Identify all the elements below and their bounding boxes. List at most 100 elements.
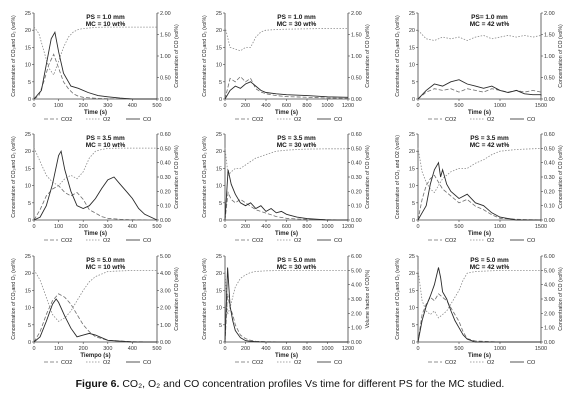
x-tick-label: 600 — [282, 346, 291, 352]
y-tick-label: 20 — [216, 149, 222, 155]
x-tick-label: 500 — [152, 103, 161, 109]
y2-axis-label: Concentration of CO (vol%) — [174, 267, 180, 331]
series-line-co — [417, 79, 542, 100]
y2-tick-label: 5.00 — [160, 254, 171, 260]
y-tick-label: 0 — [412, 97, 415, 103]
y-tick-label: 20 — [25, 28, 31, 34]
y-tick-label: 5 — [28, 201, 31, 207]
y-tick-label: 5 — [219, 323, 222, 329]
series-line-co — [224, 169, 348, 221]
y-tick-label: 15 — [216, 45, 222, 51]
legend-label-o2: O2 — [487, 238, 494, 244]
y2-axis-label: Concentration of CO (vol%) — [558, 267, 564, 331]
y-tick-label: 10 — [25, 184, 31, 190]
y2-tick-label: 0.00 — [351, 340, 362, 346]
x-tick-label: 1000 — [494, 103, 506, 109]
y2-tick-label: 4.00 — [351, 283, 362, 289]
y2-tick-label: 4.00 — [160, 271, 171, 277]
y-tick-label: 15 — [409, 45, 415, 51]
y2-tick-label: 0.50 — [160, 76, 171, 82]
legend-label-co2: CO2 — [445, 360, 456, 366]
y-axis-label: Concentration of CO₂and O₂ (vol%) — [202, 258, 208, 340]
series-line-o2 — [33, 147, 157, 187]
series-line-co2 — [417, 293, 541, 343]
y2-tick-label: 2.00 — [544, 311, 555, 317]
x-tick-label: 400 — [128, 224, 137, 230]
panel-title-mc: MC = 30 wt% — [277, 21, 317, 28]
y2-axis-label: Concentration of CO (vol%) — [558, 24, 564, 88]
chart-panel-5: 0 5 10 15 20 25 0.00 0.10 0.20 0.30 0.40 0.50 0.60 0 2… — [202, 132, 371, 244]
series-line-co — [224, 81, 349, 100]
x-tick-label: 0 — [223, 103, 226, 109]
x-axis-label: Tiempo (s) — [80, 353, 110, 359]
legend-label-co2: CO2 — [61, 238, 72, 244]
y2-tick-label: 0.30 — [160, 175, 171, 181]
y-tick-label: 5 — [412, 201, 415, 207]
legend-label-o2: O2 — [487, 117, 494, 123]
y-tick-label: 25 — [216, 132, 222, 138]
chart-panel-7: 0 5 10 15 20 25 0.00 1.00 2.00 3.00 4.00 5.00 0 100 20… — [11, 254, 180, 366]
panel-title-mc: MC = 42 wt% — [470, 264, 510, 271]
y-tick-label: 25 — [25, 11, 31, 17]
y-tick-label: 15 — [409, 288, 415, 294]
x-tick-label: 500 — [152, 346, 161, 352]
x-tick-label: 1500 — [535, 224, 547, 230]
x-tick-label: 500 — [454, 224, 463, 230]
x-tick-label: 0 — [32, 346, 35, 352]
y2-tick-label: 3.00 — [160, 288, 171, 294]
series-line-o2 — [224, 147, 348, 177]
y2-tick-label: 0.20 — [160, 189, 171, 195]
y-tick-label: 0 — [28, 340, 31, 346]
panel-title-mc: MC = 10 wt% — [86, 142, 126, 149]
y2-tick-label: 0.40 — [160, 161, 171, 167]
chart-panel-3: 0 5 10 15 20 25 0.00 0.50 1.00 1.50 2.00 0 500 1000 15… — [395, 11, 564, 123]
legend-label-co2: CO2 — [252, 117, 263, 123]
x-tick-label: 0 — [223, 224, 226, 230]
x-tick-label: 1000 — [321, 224, 333, 230]
x-tick-label: 100 — [54, 103, 63, 109]
x-tick-label: 100 — [54, 346, 63, 352]
x-tick-label: 200 — [79, 103, 88, 109]
y-tick-label: 0 — [219, 218, 222, 224]
y2-tick-label: 0.60 — [160, 132, 171, 138]
series-line-co2 — [224, 76, 349, 100]
legend-label-co: CO — [143, 238, 152, 244]
x-axis-label: Time (s) — [275, 231, 298, 237]
series-line-co — [417, 161, 541, 221]
y2-tick-label: 6.00 — [544, 254, 555, 260]
x-tick-label: 800 — [302, 346, 311, 352]
y2-tick-label: 0.10 — [544, 204, 555, 210]
y-tick-label: 20 — [409, 28, 415, 34]
y2-tick-label: 1.00 — [160, 54, 171, 60]
legend-label-o2: O2 — [294, 360, 301, 366]
y-tick-label: 10 — [409, 184, 415, 190]
y-tick-label: 5 — [412, 80, 415, 86]
series-line-o2 — [33, 26, 157, 76]
series-line-co2 — [224, 191, 349, 221]
legend-label-co: CO — [143, 117, 152, 123]
series-line-co — [33, 298, 157, 343]
series-line-co — [417, 267, 541, 343]
panel-title-ps: PS = 3.5 mm — [86, 135, 125, 142]
y-tick-label: 15 — [216, 166, 222, 172]
y2-tick-label: 3.00 — [351, 297, 362, 303]
y-tick-label: 0 — [219, 340, 222, 346]
series-line-o2 — [224, 269, 348, 315]
y2-tick-label: 5.00 — [544, 268, 555, 274]
y2-tick-label: 1.00 — [351, 54, 362, 60]
x-tick-label: 300 — [103, 346, 112, 352]
panel-title-ps: PS = 1.0 mm — [277, 14, 316, 21]
x-tick-label: 1200 — [342, 103, 354, 109]
y-tick-label: 25 — [409, 11, 415, 17]
y-axis-label: Concentration of CO₂and O₂ (vol%) — [395, 258, 401, 340]
x-tick-label: 200 — [241, 224, 250, 230]
y-tick-label: 5 — [412, 323, 415, 329]
legend-label-co: CO — [143, 360, 152, 366]
figure-caption-label: Figure 6. — [75, 378, 120, 390]
legend-label-o2: O2 — [103, 238, 110, 244]
chart-panel-2: 0 5 10 15 20 25 0.00 0.50 1.00 1.50 2.00 0 200 400 600… — [202, 11, 371, 123]
series-line-o2 — [417, 147, 542, 194]
x-tick-label: 800 — [302, 103, 311, 109]
y2-tick-label: 1.00 — [351, 326, 362, 332]
x-tick-label: 500 — [454, 103, 463, 109]
